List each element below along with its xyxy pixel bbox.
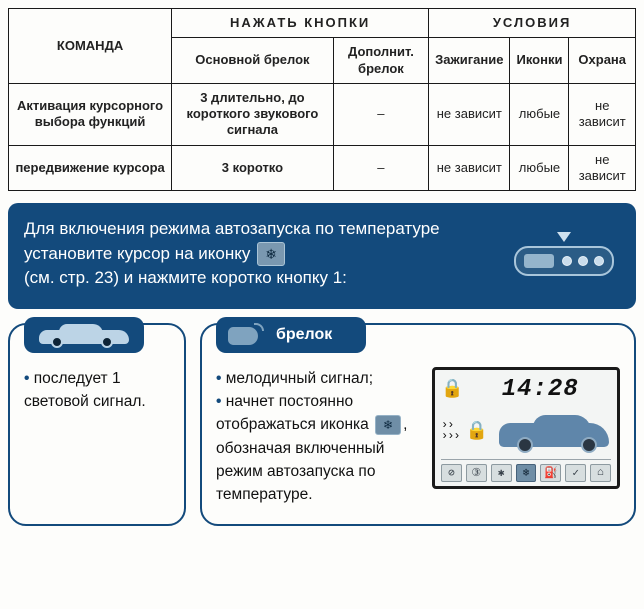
banner-text: Для включения режима автозапуска по темп…	[24, 217, 502, 291]
fob-tab-label: брелок	[276, 326, 332, 344]
car-card-bullet: последует 1 световой сигнал.	[24, 367, 170, 414]
lcd-status-icon-active: ❄	[516, 464, 537, 482]
lcd-icon-row: ⊘ ③ ✱ ❄ ⛽ ✓ ⌂	[441, 459, 611, 482]
fob-tab: брелок	[216, 317, 366, 353]
lcd-status-icon: ✓	[565, 464, 586, 482]
table-row: передвижение курсора 3 коротко – не зави…	[9, 145, 636, 191]
cell-command: Активация курсорного выбора функций	[9, 83, 172, 145]
lcd-status-icon: ⌂	[590, 464, 611, 482]
cell-command: передвижение курсора	[9, 145, 172, 191]
lcd-status-icon: ⛽	[540, 464, 561, 482]
cell-main-fob: 3 коротко	[172, 145, 334, 191]
th-command: КОМАНДА	[9, 9, 172, 84]
lcd-status-icon: ③	[466, 464, 487, 482]
th-ignition: Зажигание	[429, 38, 510, 84]
remote-button-icon	[594, 256, 604, 266]
temperature-icon: ❄	[375, 415, 401, 435]
cell-main-fob: 3 длительно, до короткого звукового сигн…	[172, 83, 334, 145]
remote-screen-icon	[524, 254, 554, 268]
arrow-down-icon	[557, 232, 571, 242]
cell-guard: не зависит	[569, 145, 636, 191]
fob-bullet-1: мелодичный сигнал;	[216, 367, 418, 390]
card-row: последует 1 световой сигнал. брелок мело…	[8, 323, 636, 527]
fob-bullet-2: начнет постоянно отображаться иконка ❄, …	[216, 390, 418, 506]
th-aux-fob: Дополнит. брелок	[333, 38, 428, 84]
th-main-fob: Основной брелок	[172, 38, 334, 84]
padlock-icon: 🔒	[466, 420, 488, 442]
car-icon	[39, 322, 129, 348]
cell-aux-fob: –	[333, 83, 428, 145]
car-tab	[24, 317, 144, 353]
lock-icon: 🔒	[441, 378, 463, 400]
cell-ignition: не зависит	[429, 83, 510, 145]
fob-card: брелок мелодичный сигнал; начнет постоян…	[200, 323, 636, 527]
cell-icons: любые	[510, 145, 569, 191]
cell-guard: не зависит	[569, 83, 636, 145]
commands-table: КОМАНДА НАЖАТЬ КНОПКИ УСЛОВИЯ Основной б…	[8, 8, 636, 191]
signal-waves-icon: ›››››	[441, 420, 460, 442]
remote-button-icon	[578, 256, 588, 266]
th-icons: Иконки	[510, 38, 569, 84]
banner-text-after: (см. стр. 23) и нажмите коротко кнопку 1…	[24, 268, 347, 287]
cell-icons: любые	[510, 83, 569, 145]
fob-bullet-2-before: начнет постоянно отображаться иконка	[216, 393, 369, 433]
car-signal-card: последует 1 световой сигнал.	[8, 323, 186, 527]
cell-aux-fob: –	[333, 145, 428, 191]
th-guard: Охрана	[569, 38, 636, 84]
lcd-car-icon	[494, 407, 611, 455]
th-press-group: НАЖАТЬ КНОПКИ	[172, 9, 429, 38]
lcd-status-icon: ⊘	[441, 464, 462, 482]
lcd-time: 14:28	[469, 376, 611, 403]
remote-button-icon	[562, 256, 572, 266]
th-cond-group: УСЛОВИЯ	[429, 9, 636, 38]
info-banner: Для включения режима автозапуска по темп…	[8, 203, 636, 309]
keyfob-icon	[228, 323, 266, 347]
remote-body	[514, 246, 614, 276]
banner-text-before: Для включения режима автозапуска по темп…	[24, 219, 440, 263]
table-row: Активация курсорного выбора функций 3 дл…	[9, 83, 636, 145]
lcd-display: 🔒 14:28 ››››› 🔒 ⊘ ③ ✱ ❄ ⛽ ✓	[432, 367, 620, 489]
lcd-status-icon: ✱	[491, 464, 512, 482]
cell-ignition: не зависит	[429, 145, 510, 191]
temperature-icon: ❄	[257, 242, 285, 266]
remote-illustration	[514, 232, 620, 276]
